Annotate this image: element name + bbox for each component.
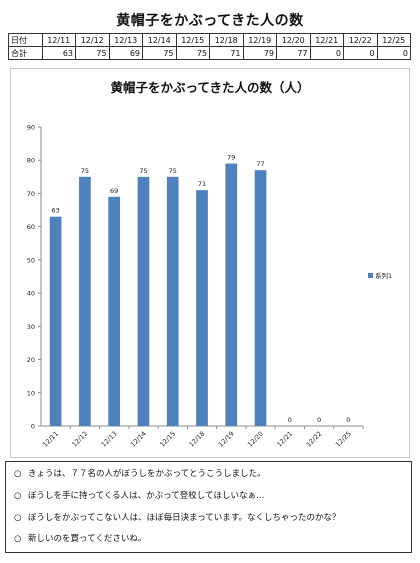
x-tick-label: 12/13 (100, 430, 119, 449)
total-cell: 63 (41, 46, 76, 60)
bar-data-label: 77 (256, 160, 264, 168)
note-bullet: ○ (14, 513, 22, 523)
date-row: 日付 12/11 12/12 12/13 12/14 12/15 12/18 12/19 12… (8, 33, 411, 47)
bar-chart: 黄帽子をかぶってきた人の数（人） 0 10 20 30 40 50 60 70 80 90 63 12… (27, 80, 392, 449)
date-cell: 12/11 (41, 33, 76, 47)
y-tick-label: 60 (27, 223, 35, 231)
legend-swatch (368, 273, 373, 278)
x-tick-label: 12/19 (217, 430, 236, 449)
date-cell: 12/12 (75, 33, 110, 47)
date-cell: 12/22 (343, 33, 378, 47)
note-text: ぼうしを手に持ってくる人は、かぶって登校してほしいなぁ… (28, 491, 265, 501)
bar-data-label: 63 (51, 207, 59, 215)
date-row-header: 日付 (8, 33, 43, 47)
total-cell: 71 (209, 46, 244, 60)
y-tick-label: 0 (31, 423, 35, 431)
y-tick-label: 80 (27, 157, 35, 165)
bar (166, 176, 179, 426)
x-tick-label: 12/12 (70, 430, 89, 449)
total-row-header: 合計 (8, 46, 43, 60)
x-tick-label: 12/21 (275, 430, 294, 449)
y-tick-label: 10 (27, 389, 35, 397)
y-tick-label: 90 (27, 124, 35, 132)
x-tick-label: 12/11 (41, 430, 60, 449)
note-text: 新しいのを買ってくださいね。 (28, 534, 147, 544)
bar-data-label: 75 (169, 167, 177, 175)
x-tick-label: 12/25 (334, 430, 353, 449)
bar-data-label: 71 (198, 180, 206, 188)
total-row: 合計 63 75 69 75 75 71 79 77 0 0 0 (8, 46, 411, 60)
y-tick-label: 40 (27, 290, 35, 298)
note-item: ○ 新しいのを買ってくださいね。 (14, 532, 146, 544)
chart-container: 黄帽子をかぶってきた人の数（人） 0 10 20 30 40 50 60 70 80 90 63 12… (10, 68, 410, 458)
y-tick-label: 20 (27, 356, 35, 364)
note-text: きょうは、７７名の人がぼうしをかぶってとうこうしました。 (28, 469, 266, 479)
note-bullet: ○ (14, 469, 22, 479)
total-cell: 75 (142, 46, 177, 60)
date-cell: 12/13 (108, 33, 143, 47)
x-tick-label: 12/18 (188, 430, 207, 449)
note-text: ぼうしをかぶってこない人は、ほぼ毎日決まっています。なくしちゃったのかな？ (28, 513, 341, 523)
date-cell: 12/18 (209, 33, 244, 47)
date-cell: 12/21 (309, 33, 344, 47)
y-tick-label: 30 (27, 323, 35, 331)
y-tick-label: 50 (27, 256, 35, 264)
note-bullet: ○ (14, 491, 22, 501)
bar-data-label: 0 (288, 416, 292, 424)
bar-data-label: 0 (346, 416, 350, 424)
total-cell: 79 (242, 46, 277, 60)
note-bullet: ○ (14, 534, 22, 544)
x-tick-label: 12/22 (305, 430, 324, 449)
date-cell: 12/20 (276, 33, 311, 47)
x-tick-label: 12/14 (129, 430, 148, 449)
chart-title: 黄帽子をかぶってきた人の数（人） (110, 80, 309, 95)
total-cell: 69 (108, 46, 143, 60)
bar-data-label: 79 (227, 154, 235, 162)
bar-data-label: 75 (139, 167, 147, 175)
bar-data-label: 69 (110, 187, 118, 195)
bar (137, 176, 150, 426)
notes-box: ○ きょうは、７７名の人がぼうしをかぶってとうこうしました。 ○ ぼうしを手に持って… (5, 461, 412, 553)
bar-data-label: 0 (317, 416, 321, 424)
total-cell: 0 (343, 46, 378, 60)
total-cell: 0 (309, 46, 344, 60)
bar (49, 216, 62, 426)
date-cell: 12/25 (376, 33, 411, 47)
note-item: ○ ぼうしを手に持ってくる人は、かぶって登校してほしいなぁ… (14, 489, 264, 501)
total-cell: 75 (175, 46, 210, 60)
note-item: ○ ぼうしをかぶってこない人は、ほぼ毎日決まっています。なくしちゃったのかな？ (14, 511, 340, 523)
y-tick-label: 70 (27, 190, 35, 198)
legend-label: 系列1 (375, 271, 392, 280)
total-cell: 75 (75, 46, 110, 60)
date-cell: 12/19 (242, 33, 277, 47)
bar (196, 190, 208, 426)
note-item: ○ きょうは、７７名の人がぼうしをかぶってとうこうしました。 (14, 467, 266, 479)
bar (225, 163, 238, 426)
x-tick-label: 12/20 (246, 430, 265, 449)
total-cell: 77 (276, 46, 311, 60)
date-cell: 12/15 (175, 33, 210, 47)
bar (79, 176, 91, 426)
page-title: 黄帽子をかぶってきた人の数 (116, 13, 304, 29)
x-tick-label: 12/15 (158, 430, 177, 449)
total-cell: 0 (376, 46, 411, 60)
bar (254, 170, 267, 426)
date-cell: 12/14 (142, 33, 177, 47)
summary-table: 日付 12/11 12/12 12/13 12/14 12/15 12/18 12/19 12… (8, 33, 411, 60)
bar (108, 196, 121, 426)
bar-data-label: 75 (81, 167, 89, 175)
